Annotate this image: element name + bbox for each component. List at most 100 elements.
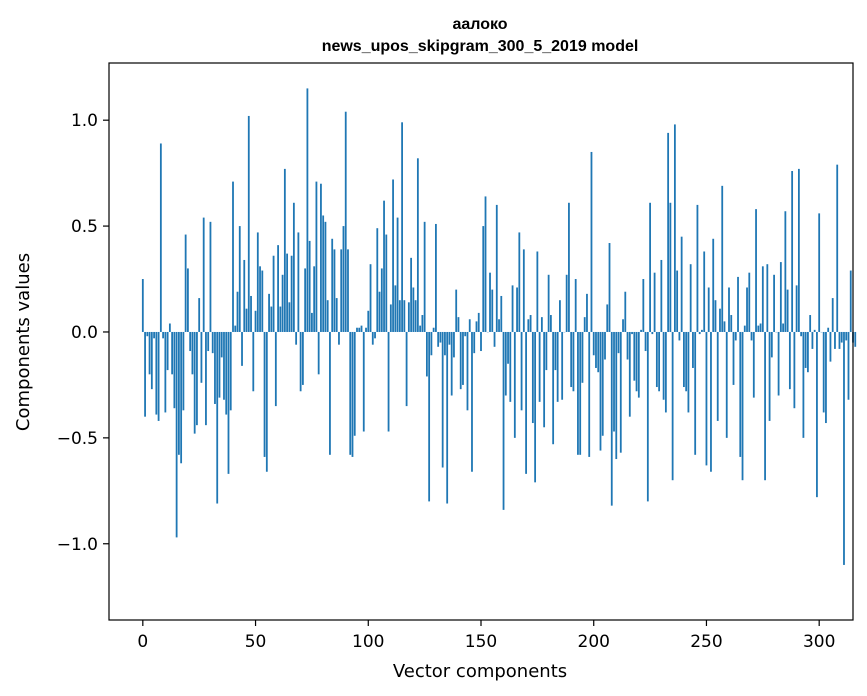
bar [311,312,313,332]
bar [847,331,850,400]
bar [281,274,284,332]
bar [227,331,230,474]
bar [141,279,144,332]
bar [193,331,196,434]
bar [572,331,575,392]
bar [211,331,214,354]
bar [265,331,268,472]
bar [432,327,435,332]
bar [168,323,171,332]
bar [813,329,816,332]
bar [570,331,573,388]
bar [263,331,266,457]
bar [719,308,721,332]
bar [540,317,543,332]
bar [301,331,304,385]
bar [376,228,379,332]
bar [450,331,453,396]
bar [579,331,582,455]
bar [207,331,210,352]
bar [646,331,649,502]
bar [536,251,539,332]
bar [274,331,277,407]
bar [725,331,728,438]
bar [667,132,670,332]
bar [146,331,149,337]
bar [166,331,169,371]
bar [292,202,295,332]
bar [256,232,259,332]
bar [401,122,403,332]
bar [723,321,726,332]
bar [394,285,397,332]
bar [446,331,449,504]
bar [189,331,192,352]
bar [707,287,710,332]
bar [834,331,836,349]
bar [428,331,431,502]
bar [495,204,498,332]
bar [687,331,690,413]
bar [385,234,388,332]
bar [525,331,527,474]
bar [518,232,521,332]
bar [561,331,564,400]
bar [252,331,255,392]
bar [595,331,597,368]
bar [732,331,735,385]
bar [694,331,697,455]
bar [651,331,654,335]
bar [155,331,158,415]
bar [710,331,712,472]
bar [592,331,595,356]
bar [317,331,320,375]
bar [477,312,480,332]
bar [340,249,343,332]
bar [556,331,559,402]
bar [565,274,568,332]
bar [728,287,730,332]
bar [692,331,694,368]
bar [750,331,753,341]
bar [714,300,717,332]
bar [234,325,237,332]
bar [315,181,318,332]
bar [295,331,298,345]
bar [568,202,570,332]
bar [766,264,769,332]
bar [243,259,246,332]
bar [459,331,462,390]
bar [324,221,327,332]
bar [225,331,228,415]
bar [628,331,631,417]
bar [613,331,615,432]
bar [604,331,606,360]
bar [554,331,557,371]
bar [840,331,843,343]
bar [606,304,609,332]
bar [171,331,174,375]
bar [435,223,437,332]
bar [764,331,766,481]
bar [712,238,715,332]
bar [577,331,579,455]
y-axis-label: Components values [13,253,34,431]
bar [412,287,415,332]
bar [644,331,647,352]
bar [800,331,803,337]
bar [531,331,534,424]
bar [701,329,703,332]
bar [818,213,821,332]
y-tick-label: −0.5 [57,429,98,449]
bar [320,183,322,332]
bar [150,331,153,390]
bar [338,331,340,345]
bar [335,298,338,332]
bar [574,279,577,332]
bar [191,331,194,375]
bar [238,226,241,332]
bar [500,295,503,332]
bar [743,325,746,332]
bar [200,331,203,383]
